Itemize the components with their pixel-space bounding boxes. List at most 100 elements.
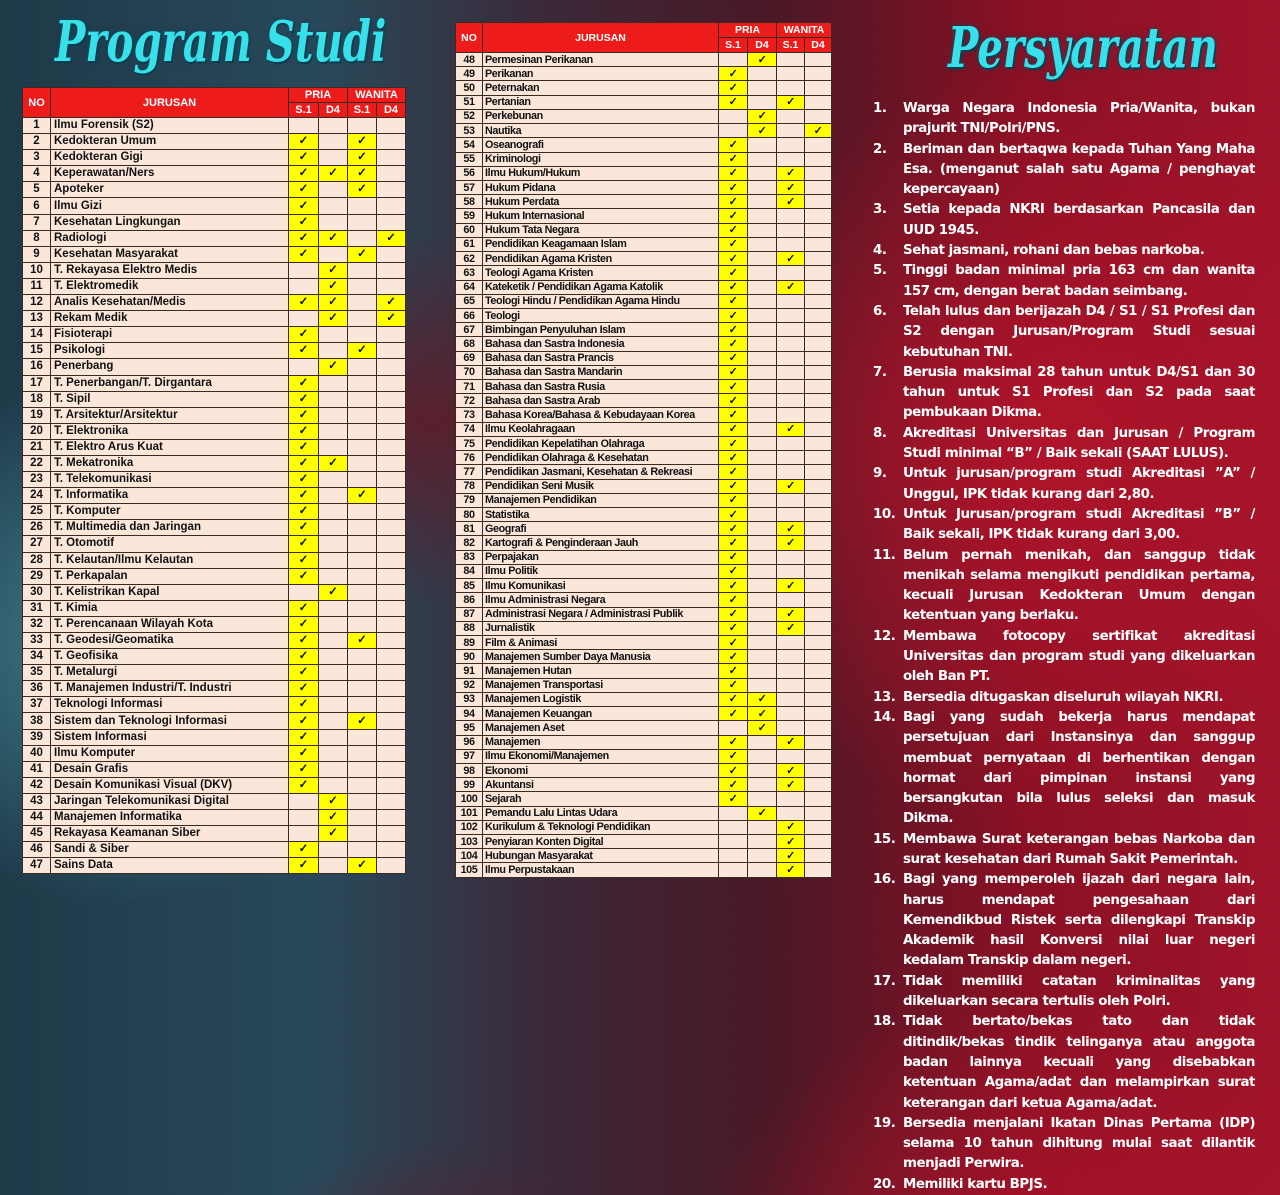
check-cell-wanita-d4 [375,261,407,279]
check-icon: ✓ [728,366,738,379]
check-cell-pria-s1: ✓ [718,236,748,253]
table-row: 47 Sains Data ✓ ✓ [22,857,407,875]
check-icon: ✓ [357,714,367,727]
check-cell-wanita-s1 [776,649,805,665]
table-row: 58 Hukum Perdata ✓ ✓ [455,194,833,210]
header-no: NO [455,22,483,53]
check-cell-pria-s1: ✓ [718,592,748,608]
check-cell-pria-s1: ✓ [718,521,748,537]
jurusan-name: T. Mekatronika [50,454,289,473]
check-cell-wanita-d4 [375,664,407,682]
check-cell-wanita-s1 [776,265,805,281]
check-cell-wanita-s1: ✓ [776,862,805,878]
jurusan-name: Hukum Internasional [482,208,719,224]
table-row: 31 T. Kimia ✓ [22,599,407,617]
table-row: 28 T. Kelautan/Ilmu Kelautan ✓ [22,551,407,569]
check-cell-pria-d4 [747,777,777,793]
check-cell-wanita-d4 [375,374,407,392]
table-row: 35 T. Metalurgi ✓ [22,664,407,682]
check-cell-wanita-d4 [375,358,407,376]
jurusan-name: T. Komputer [50,503,289,521]
check-cell-pria-s1: ✓ [288,760,319,778]
check-icon: ✓ [328,296,338,309]
requirement-number: 7. [873,364,887,380]
check-icon: ✓ [728,153,738,166]
check-cell-pria-s1: ✓ [718,464,748,480]
table-row: 68 Bahasa dan Sastra Indonesia ✓ [455,336,833,352]
check-cell-pria-d4: ✓ [318,165,348,183]
row-number: 6 [22,197,51,215]
check-icon: ✓ [298,231,309,244]
jurusan-name: Perikanan [482,66,719,82]
check-cell-wanita-s1 [347,680,377,698]
check-cell-wanita-s1 [347,809,377,827]
check-cell-pria-s1: ✓ [288,149,319,167]
jurusan-name: Pemandu Lalu Lintas Udara [482,805,719,821]
requirement-item: 3. Setia kepada NKRI berdasarkan Pancasil… [873,200,1255,241]
row-number: 43 [22,792,51,811]
check-cell-pria-s1: ✓ [718,620,748,636]
check-cell-pria-s1: ✓ [718,663,748,679]
check-cell-pria-s1: ✓ [718,322,748,338]
row-number: 40 [22,744,51,762]
header-jurusan: JURUSAN [482,22,719,53]
row-number: 30 [22,583,51,601]
check-cell-wanita-d4 [375,809,407,827]
jurusan-name: Pendidikan Keagamaan Islam [482,236,719,253]
check-icon: ✓ [298,650,309,663]
check-cell-wanita-s1 [776,691,805,708]
requirement-text: Untuk Jurusan/program studi Akreditasi ”… [903,506,1255,543]
check-cell-wanita-d4 [375,825,407,843]
check-cell-pria-d4 [747,521,777,537]
table-row: 62 Pendidikan Agama Kristen ✓ ✓ [455,251,833,267]
row-number: 48 [455,51,483,68]
check-cell-pria-s1: ✓ [718,450,748,466]
check-cell-pria-d4 [747,791,777,807]
check-cell-pria-s1: ✓ [288,712,319,730]
jurusan-name: Rekam Medik [50,310,289,328]
table-row: 82 Kartografi & Penginderaan Jauh ✓ ✓ [455,535,833,551]
check-cell-wanita-s1 [776,677,805,693]
check-icon: ✓ [728,309,738,322]
check-cell-pria-d4 [318,535,348,553]
check-icon: ✓ [328,312,338,325]
check-icon: ✓ [298,762,309,775]
check-cell-pria-d4: ✓ [318,261,348,279]
check-cell-pria-s1: ✓ [718,194,748,210]
check-cell-pria-s1: ✓ [718,478,748,494]
check-icon: ✓ [298,617,309,630]
check-cell-wanita-d4 [375,712,407,730]
table-row: 33 T. Geodesi/Geomatika ✓ ✓ [22,631,407,650]
check-cell-pria-d4 [747,80,777,96]
row-number: 8 [22,229,51,247]
jurusan-name: Ilmu Komputer [50,744,289,762]
requirement-item: 2. Beriman dan bertaqwa kepada Tuhan Yang… [873,140,1255,201]
row-number: 86 [455,592,483,608]
header-pria: PRIA [288,87,348,103]
requirement-text: Bagi yang sudah bekerja harus mendapat p… [903,709,1255,827]
row-number: 66 [455,307,483,324]
jurusan-name: T. Metalurgi [50,664,289,682]
check-icon: ✓ [728,252,738,265]
check-cell-wanita-s1: ✓ [347,487,377,505]
table-row: 49 Perikanan ✓ [455,66,833,82]
table-row: 2 Kedokteran Umum ✓ ✓ [22,133,407,151]
row-number: 96 [455,734,483,750]
jurusan-name: Sistem dan Teknologi Informasi [50,712,289,730]
check-icon: ✓ [728,736,738,749]
table-row: 92 Manajemen Transportasi ✓ [455,677,833,693]
check-cell-pria-s1 [718,819,748,836]
row-number: 72 [455,393,483,409]
check-cell-wanita-s1: ✓ [347,342,377,360]
requirement-text: Sehat jasmani, rohani dan bebas narkoba. [903,243,1205,259]
check-cell-wanita-s1: ✓ [347,165,377,183]
row-number: 20 [22,422,51,440]
check-cell-wanita-s1 [776,634,805,651]
check-cell-pria-d4: ✓ [747,706,777,722]
check-cell-wanita-d4 [803,194,833,210]
check-icon: ✓ [728,693,738,706]
check-cell-pria-s1: ✓ [718,179,748,196]
check-cell-pria-s1 [288,583,319,601]
check-cell-pria-d4 [747,748,777,764]
check-cell-pria-s1: ✓ [718,791,748,807]
